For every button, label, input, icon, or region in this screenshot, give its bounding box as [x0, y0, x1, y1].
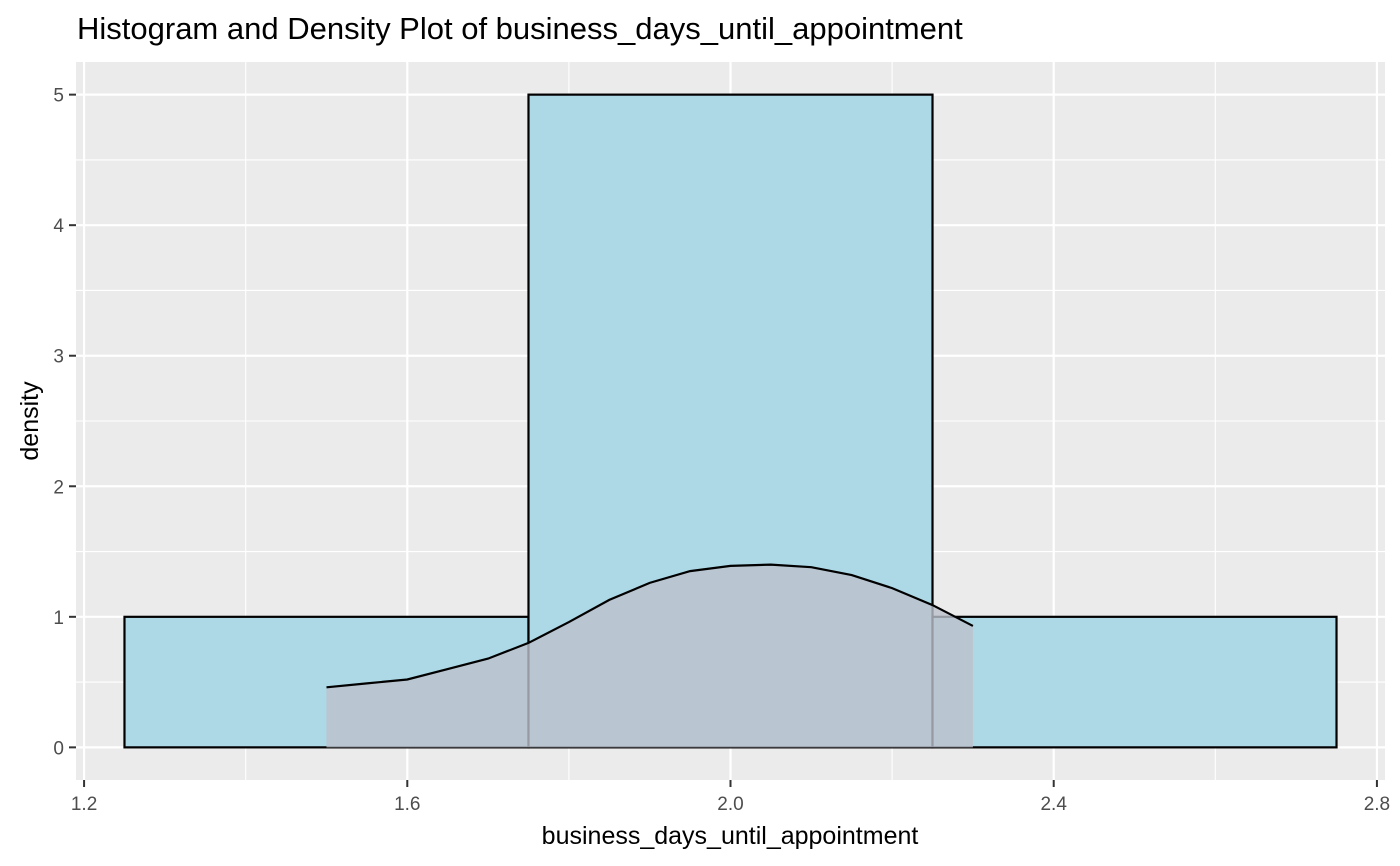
density-fill [326, 564, 973, 748]
y-tick-label: 1 [53, 608, 64, 629]
chart-title: Histogram and Density Plot of business_d… [77, 11, 963, 46]
density-area [326, 563, 974, 748]
x-tick-label: 1.6 [394, 794, 420, 815]
x-tick-label: 1.2 [71, 794, 97, 815]
y-tick-labels: 0 1 2 3 4 5 [53, 86, 64, 760]
density-line [326, 563, 974, 689]
x-tick-label: 2.8 [1364, 794, 1390, 815]
x-tick-label: 2.0 [717, 794, 743, 815]
x-axis-title: business_days_until_appointment [542, 822, 919, 850]
x-tick-labels: 1.2 1.6 2.0 2.4 2.8 [71, 794, 1390, 815]
y-axis-title: density [16, 381, 44, 461]
y-tick-label: 0 [53, 738, 64, 759]
histogram-bar-3 [931, 615, 1338, 749]
y-tick-label: 3 [53, 347, 64, 368]
y-tick-label: 2 [53, 477, 64, 498]
y-tick-label: 4 [53, 216, 64, 237]
y-tick-label: 5 [53, 86, 64, 107]
x-tick-label: 2.4 [1040, 794, 1067, 815]
axis-ticks [69, 93, 1378, 787]
